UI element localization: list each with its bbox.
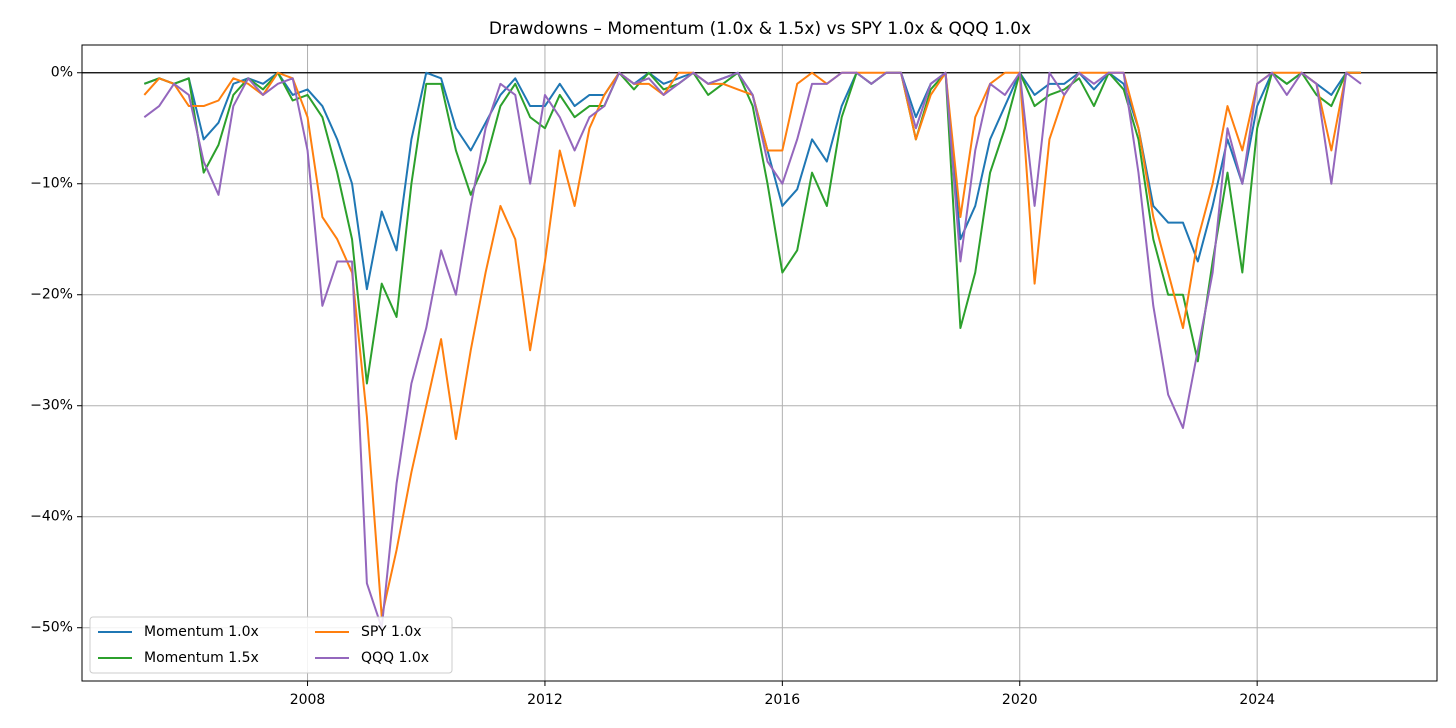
series-line [143,71,1362,385]
legend-label: QQQ 1.0x [361,650,429,666]
y-tick-label: −30% [30,398,73,414]
y-tick-label: 0% [51,65,73,81]
y-tick-label: −10% [30,176,73,192]
x-tick-label: 2016 [765,692,801,708]
legend-label: Momentum 1.0x [144,624,259,640]
legend-label: SPY 1.0x [361,624,422,640]
x-tick-label: 2020 [1002,692,1038,708]
legend-box [89,616,453,674]
legend: Momentum 1.0x Momentum 1.5x SPY 1.0x QQQ 1.… [89,616,453,674]
y-tick-label: −40% [30,509,73,525]
legend-label: Momentum 1.5x [144,650,259,666]
x-tick-label: 2024 [1239,692,1275,708]
y-tick-label: −50% [30,620,73,636]
series-line [143,71,1362,629]
series-line [143,71,1362,618]
plot-frame [81,44,1438,682]
x-tick-label: 2008 [290,692,326,708]
x-tick-label: 2012 [527,692,563,708]
y-tick-label: −20% [30,287,73,303]
chart-title: Drawdowns – Momentum (1.0x & 1.5x) vs SP… [489,19,1031,39]
